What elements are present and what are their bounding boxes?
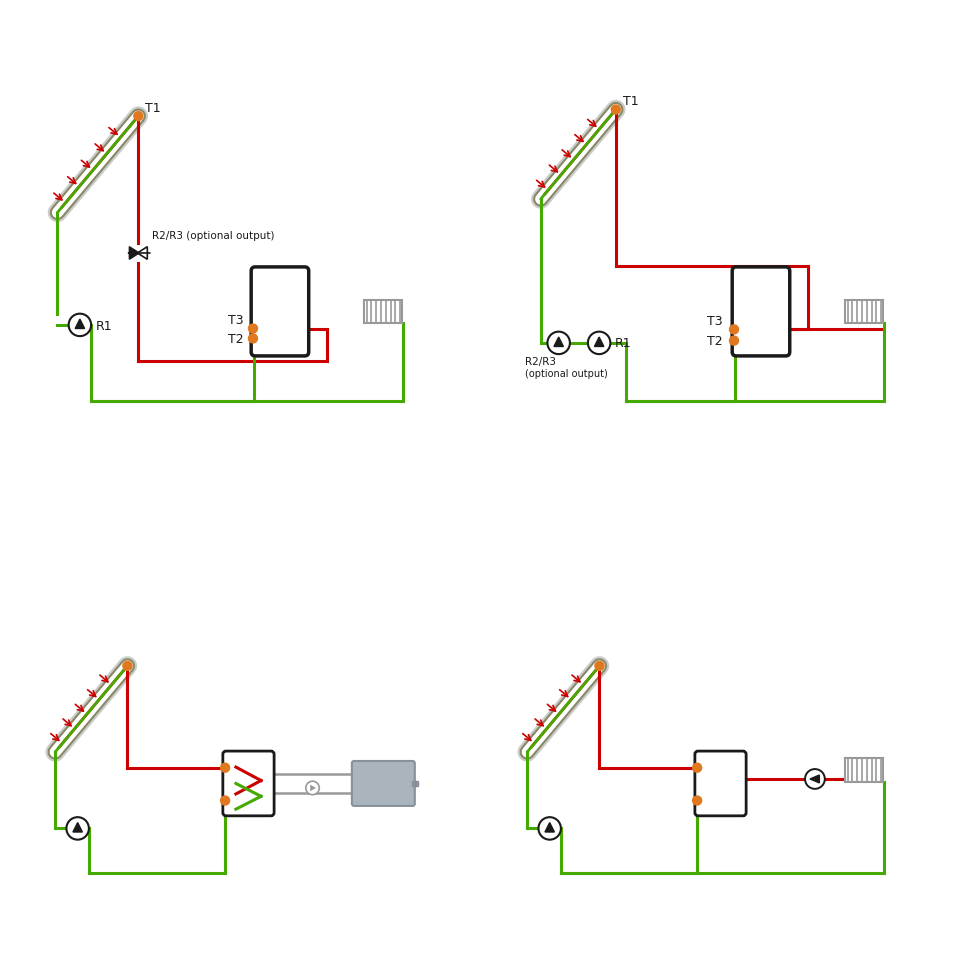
Polygon shape <box>810 775 820 783</box>
Polygon shape <box>545 823 555 832</box>
Text: T3: T3 <box>707 315 723 328</box>
Bar <box>845 300 883 324</box>
Polygon shape <box>75 319 84 328</box>
Circle shape <box>730 324 738 334</box>
Text: R2/R3 (optional output): R2/R3 (optional output) <box>152 231 275 242</box>
Bar <box>412 780 418 786</box>
Circle shape <box>539 817 561 840</box>
Text: R1: R1 <box>614 337 632 350</box>
Polygon shape <box>73 823 83 832</box>
FancyBboxPatch shape <box>352 761 415 806</box>
Polygon shape <box>137 247 147 259</box>
Circle shape <box>693 763 702 772</box>
Text: T3: T3 <box>228 314 244 327</box>
Circle shape <box>547 331 570 354</box>
FancyBboxPatch shape <box>695 751 746 816</box>
Polygon shape <box>594 337 604 347</box>
Circle shape <box>123 661 132 670</box>
Polygon shape <box>130 247 139 259</box>
Circle shape <box>66 817 89 840</box>
Circle shape <box>595 661 604 670</box>
Text: T1: T1 <box>623 95 638 108</box>
FancyBboxPatch shape <box>252 267 309 356</box>
Text: T2: T2 <box>228 333 244 346</box>
Text: R2/R3: R2/R3 <box>525 357 556 368</box>
Circle shape <box>249 334 257 343</box>
Circle shape <box>693 796 702 805</box>
Circle shape <box>730 336 738 346</box>
Circle shape <box>588 331 611 354</box>
Text: (optional output): (optional output) <box>525 369 608 378</box>
Circle shape <box>249 324 257 333</box>
Bar <box>845 758 883 781</box>
Text: R1: R1 <box>96 321 112 333</box>
Polygon shape <box>554 337 564 347</box>
FancyBboxPatch shape <box>732 267 790 356</box>
Circle shape <box>306 781 320 795</box>
Circle shape <box>133 111 143 121</box>
Circle shape <box>221 796 229 805</box>
Circle shape <box>612 105 620 114</box>
FancyBboxPatch shape <box>223 751 275 816</box>
Polygon shape <box>310 784 316 791</box>
Text: T1: T1 <box>145 102 160 114</box>
Circle shape <box>69 314 91 336</box>
Bar <box>364 300 402 324</box>
Circle shape <box>805 769 825 789</box>
Text: T2: T2 <box>707 335 723 348</box>
Circle shape <box>221 763 229 772</box>
